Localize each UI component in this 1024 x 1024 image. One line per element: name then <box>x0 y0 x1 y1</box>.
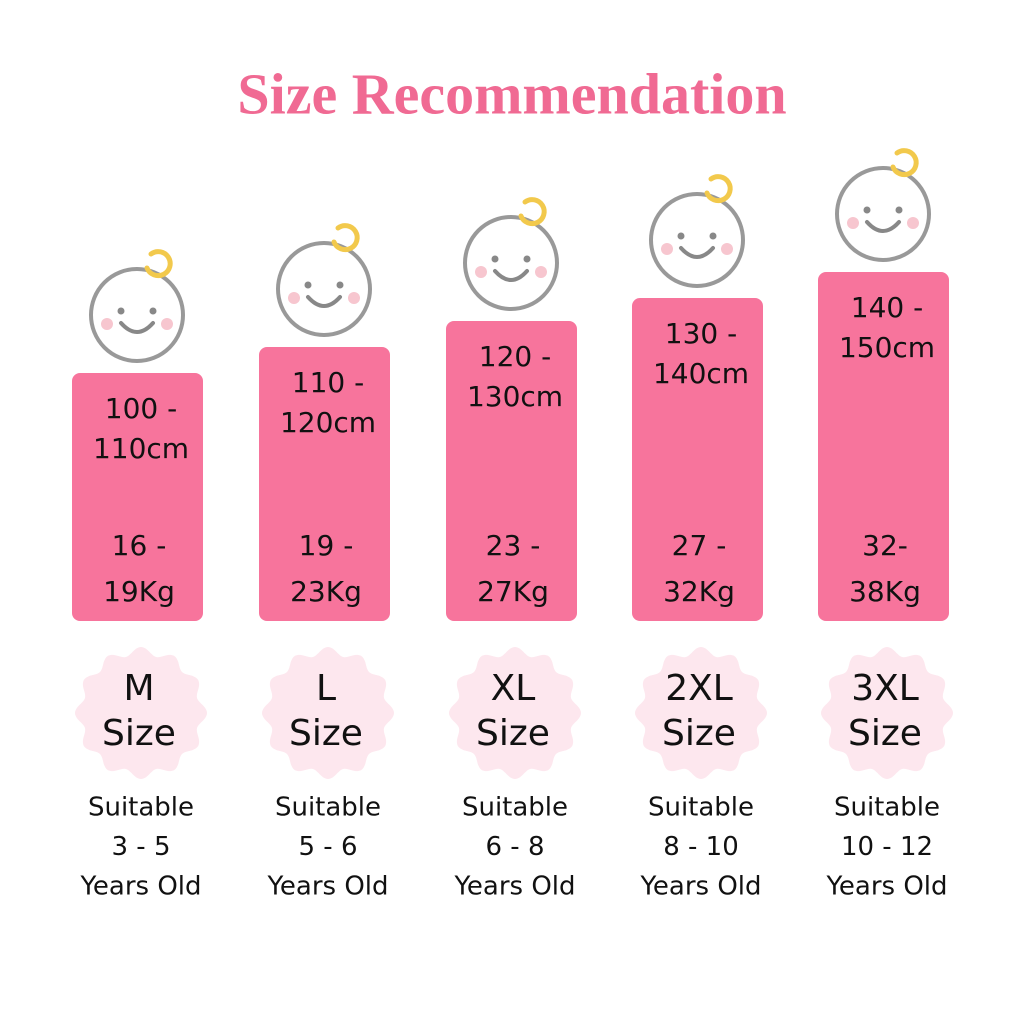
cheek <box>535 266 547 278</box>
age-range: Suitable <box>834 793 940 823</box>
age-range: 8 - 10 <box>663 832 739 862</box>
size-badge <box>75 647 207 779</box>
weight-range: 38Kg <box>849 575 921 608</box>
age-range: 5 - 6 <box>299 832 358 862</box>
smile <box>679 246 715 259</box>
age-range: 3 - 5 <box>112 832 171 862</box>
hair-curl <box>331 223 360 253</box>
age-range: Years Old <box>825 872 947 902</box>
age-range: 10 - 12 <box>841 832 933 862</box>
cheek <box>288 292 300 304</box>
size-label: M <box>123 668 154 709</box>
baby-face <box>649 174 745 288</box>
title: Size Recommendation <box>237 61 786 126</box>
cheek <box>161 318 173 330</box>
weight-range: 23 - <box>486 529 541 562</box>
height-range: 120cm <box>280 406 376 439</box>
face-outline <box>463 215 559 311</box>
baby-face <box>89 249 185 363</box>
smile <box>865 220 901 233</box>
size-badge <box>635 647 767 779</box>
height-range: 140cm <box>653 357 749 390</box>
age-range: Years Old <box>453 872 575 902</box>
face-outline <box>835 166 931 262</box>
face-outline <box>89 267 185 363</box>
baby-face <box>463 197 559 311</box>
smile <box>493 269 529 282</box>
size-badge <box>262 647 394 779</box>
age-range: Years Old <box>79 872 201 902</box>
eye <box>491 255 499 263</box>
height-range: 120 - <box>479 340 551 373</box>
hair-curl <box>144 249 173 279</box>
eye <box>149 307 157 315</box>
face-outline <box>649 192 745 288</box>
size-bar <box>446 321 577 621</box>
age-range: Suitable <box>648 793 754 823</box>
hair-curl <box>704 174 733 204</box>
weight-range: 27 - <box>672 529 727 562</box>
height-range: 130cm <box>467 380 563 413</box>
weight-range: 16 - <box>112 529 167 562</box>
eye <box>709 232 717 240</box>
smile <box>119 321 155 334</box>
height-range: 140 - <box>851 291 923 324</box>
size-bar <box>818 272 949 621</box>
cheek <box>661 243 673 255</box>
size-bar <box>259 347 390 621</box>
weight-range: 32Kg <box>663 575 735 608</box>
eye <box>677 232 685 240</box>
size-label: L <box>316 668 336 709</box>
age-range: 6 - 8 <box>486 832 545 862</box>
age-range: Years Old <box>266 872 388 902</box>
eye <box>863 206 871 214</box>
weight-range: 19 - <box>299 529 354 562</box>
face-outline <box>276 241 372 337</box>
size-label: Size <box>848 713 922 754</box>
weight-range: 27Kg <box>477 575 549 608</box>
age-range: Suitable <box>275 793 381 823</box>
cheek <box>907 217 919 229</box>
cheek <box>475 266 487 278</box>
age-range: Suitable <box>88 793 194 823</box>
height-range: 150cm <box>839 331 935 364</box>
eye <box>895 206 903 214</box>
eye <box>117 307 125 315</box>
weight-range: 23Kg <box>290 575 362 608</box>
size-bar <box>72 373 203 621</box>
height-range: 130 - <box>665 317 737 350</box>
hair-curl <box>890 148 919 178</box>
eye <box>336 281 344 289</box>
size-bar <box>632 298 763 621</box>
cheek <box>101 318 113 330</box>
size-label: Size <box>102 713 176 754</box>
size-label: XL <box>491 668 536 709</box>
height-range: 110 - <box>292 366 364 399</box>
cheek <box>847 217 859 229</box>
size-badge <box>449 647 581 779</box>
cheek <box>348 292 360 304</box>
weight-range: 32- <box>862 529 908 562</box>
size-label: 3XL <box>851 668 919 709</box>
hair-curl <box>518 197 547 227</box>
eye <box>523 255 531 263</box>
age-range: Suitable <box>462 793 568 823</box>
height-range: 100 - <box>105 392 177 425</box>
size-label: Size <box>662 713 736 754</box>
weight-range: 19Kg <box>103 575 175 608</box>
baby-face <box>835 148 931 262</box>
size-badge <box>821 647 953 779</box>
size-label: Size <box>289 713 363 754</box>
size-label: 2XL <box>665 668 733 709</box>
eye <box>304 281 312 289</box>
baby-face <box>276 223 372 337</box>
age-range: Years Old <box>639 872 761 902</box>
size-label: Size <box>476 713 550 754</box>
cheek <box>721 243 733 255</box>
height-range: 110cm <box>93 432 189 465</box>
smile <box>306 295 342 308</box>
